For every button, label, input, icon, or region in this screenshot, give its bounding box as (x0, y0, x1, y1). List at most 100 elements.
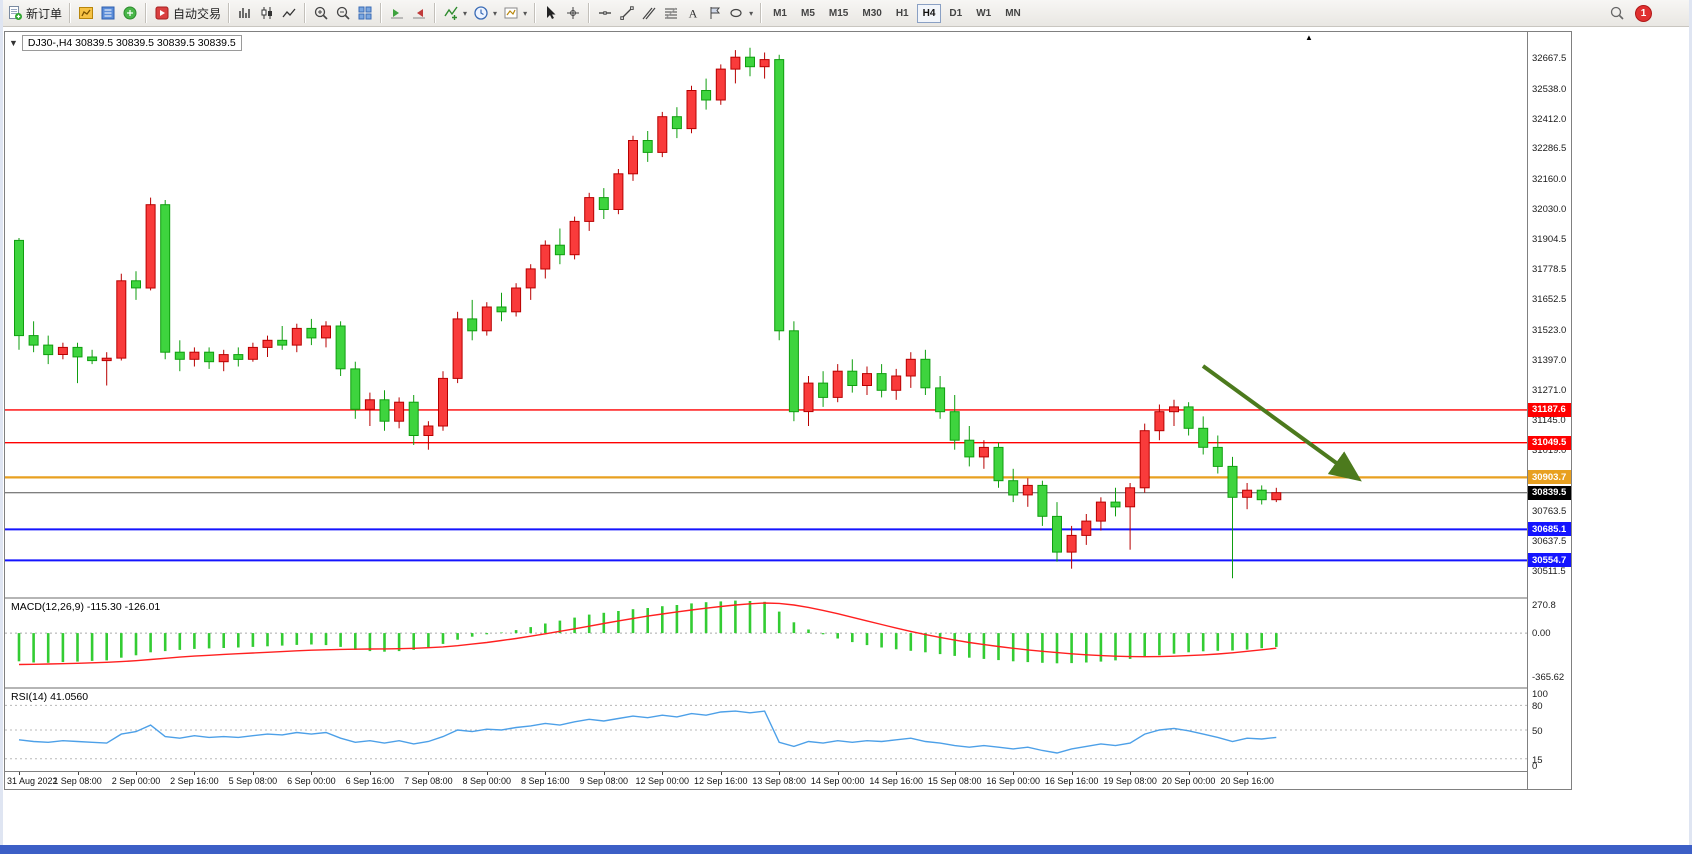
add-indicator-icon (444, 6, 458, 20)
time-tick (194, 772, 196, 775)
rsi-indicator-label: RSI(14) 41.0560 (11, 691, 89, 703)
price-tick: 31904.5 (1532, 234, 1567, 246)
level-price-label: 31049.5 (1528, 435, 1571, 450)
periods-button[interactable]: ▾ (470, 3, 500, 23)
templates-button[interactable]: ▾ (500, 3, 530, 23)
new-order-button[interactable]: 新订单 (4, 3, 65, 24)
time-label: 14 Sep 00:00 (810, 776, 865, 786)
autotrading-button[interactable]: 自动交易 (151, 3, 224, 24)
time-tick (19, 772, 20, 775)
price-tick: 30763.5 (1532, 505, 1567, 517)
dropdown-caret: ▾ (749, 8, 754, 18)
macd-axis-tick: -365.62 (1532, 671, 1565, 683)
one-click-trading-toggle[interactable]: ▼ (9, 38, 18, 48)
cursor-icon (547, 6, 556, 19)
time-label: 13 Sep 08:00 (752, 776, 806, 786)
timeframe-M30[interactable]: M30 (862, 7, 882, 19)
fibonacci-icon (665, 7, 678, 19)
trendline-tool[interactable] (616, 3, 638, 23)
timeframe-M15[interactable]: M15 (828, 7, 849, 19)
bar-chart-button[interactable] (234, 3, 256, 23)
timeframe-H4[interactable]: H4 (916, 3, 942, 23)
cursor-button[interactable] (540, 3, 562, 23)
auto-scroll-marker: ▲ (1305, 33, 1313, 42)
macd-indicator-label: MACD(12,26,9) -115.30 -126.01 (11, 601, 161, 613)
macd-signal-line (18, 602, 1277, 666)
candlestick-chart-button[interactable] (256, 3, 278, 23)
timeframe-M1[interactable]: M1 (773, 7, 787, 19)
macd-axis-tick: 270.8 (1532, 600, 1556, 611)
toolbar-separator (145, 3, 148, 23)
time-label: 6 Sep 00:00 (287, 776, 336, 786)
search-icon[interactable] (1609, 5, 1625, 21)
level-price-label: 30903.7 (1528, 470, 1571, 485)
chart-shift-button[interactable] (408, 3, 430, 23)
tile-windows-button[interactable] (354, 3, 376, 23)
time-label: 12 Sep 16:00 (694, 776, 748, 786)
price-tick: 31271.0 (1532, 385, 1567, 397)
candlestick-chart-panel[interactable] (5, 32, 1527, 597)
timeframe-MN[interactable]: MN (1005, 7, 1021, 19)
notification-badge[interactable]: 1 (1635, 4, 1652, 22)
time-label: 31 Aug 2022 (7, 776, 58, 786)
price-tick: 31778.5 (1532, 264, 1567, 276)
window-bottom-frame (0, 845, 1692, 854)
candlestick-chart-icon (261, 7, 273, 19)
zoom-out-button[interactable] (332, 3, 354, 23)
fibonacci-tool[interactable] (660, 3, 682, 23)
rsi-axis-tick: 100 (1532, 689, 1548, 700)
charts-button[interactable] (75, 3, 97, 23)
price-tick: 32286.5 (1532, 143, 1567, 155)
time-tick (1247, 772, 1249, 775)
window-edge (0, 0, 3, 845)
macd-panel[interactable] (5, 599, 1527, 687)
time-label: 12 Sep 00:00 (635, 776, 690, 786)
time-tick (837, 772, 839, 775)
panel-separator[interactable] (5, 597, 1527, 599)
navigator-icon (123, 6, 137, 20)
timeframe-D1[interactable]: D1 (949, 7, 963, 19)
label-tool[interactable] (704, 3, 726, 23)
time-tick (954, 772, 956, 775)
current-price-label: 30839.5 (1528, 485, 1571, 500)
market-watch-button[interactable] (97, 3, 119, 23)
time-tick (545, 772, 547, 775)
time-label: 16 Sep 16:00 (1044, 776, 1099, 786)
zoom-out-icon (336, 6, 350, 20)
shapes-menu-button[interactable]: ▾ (726, 3, 756, 23)
toolbar-separator (380, 3, 383, 23)
rsi-axis-tick: 80 (1532, 701, 1543, 713)
navigator-button[interactable] (119, 3, 141, 23)
time-label: 15 Sep 08:00 (927, 776, 982, 786)
horizontal-line-tool[interactable] (594, 3, 616, 23)
line-chart-button[interactable] (278, 3, 300, 23)
time-label: 8 Sep 16:00 (521, 776, 570, 786)
crosshair-button[interactable] (562, 3, 584, 23)
price-axis[interactable]: 32667.5 32538.0 32412.0 32286.5 32160.0 32030… (1527, 32, 1571, 789)
time-label: 2 Sep 00:00 (111, 776, 161, 786)
text-tool[interactable]: A (682, 3, 704, 23)
time-label: 1 Sep 08:00 (53, 776, 102, 786)
panel-separator[interactable] (5, 687, 1527, 689)
time-axis[interactable]: 31 Aug 2022 1 Sep 08:00 2 Sep 00:00 2 Sep 1… (5, 772, 1527, 789)
zoom-in-button[interactable] (310, 3, 332, 23)
trendline-icon (620, 6, 634, 20)
timeframe-H1[interactable]: H1 (895, 7, 909, 19)
time-label: 2 Sep 16:00 (170, 776, 219, 786)
timeframe-M5[interactable]: M5 (801, 7, 815, 19)
time-tick (779, 772, 781, 775)
timeframe-W1[interactable]: W1 (976, 7, 992, 19)
time-tick (369, 772, 371, 775)
add-indicator-button[interactable]: ▾ (440, 3, 470, 23)
rsi-panel[interactable] (5, 689, 1527, 771)
trend-arrow-annotation[interactable] (1201, 364, 1362, 482)
rsi-axis-tick: 15 (1532, 754, 1543, 766)
channel-tool[interactable] (638, 3, 660, 23)
auto-scroll-button[interactable] (386, 3, 408, 23)
rsi-axis-tick: 50 (1532, 726, 1543, 737)
price-tick: 32667.5 (1532, 52, 1567, 64)
chart-window: 31 Aug 2022 1 Sep 08:00 2 Sep 00:00 2 Sep 1… (4, 31, 1572, 790)
price-tick: 32538.0 (1532, 83, 1567, 95)
line-chart-icon (282, 8, 296, 18)
time-tick (428, 772, 430, 775)
